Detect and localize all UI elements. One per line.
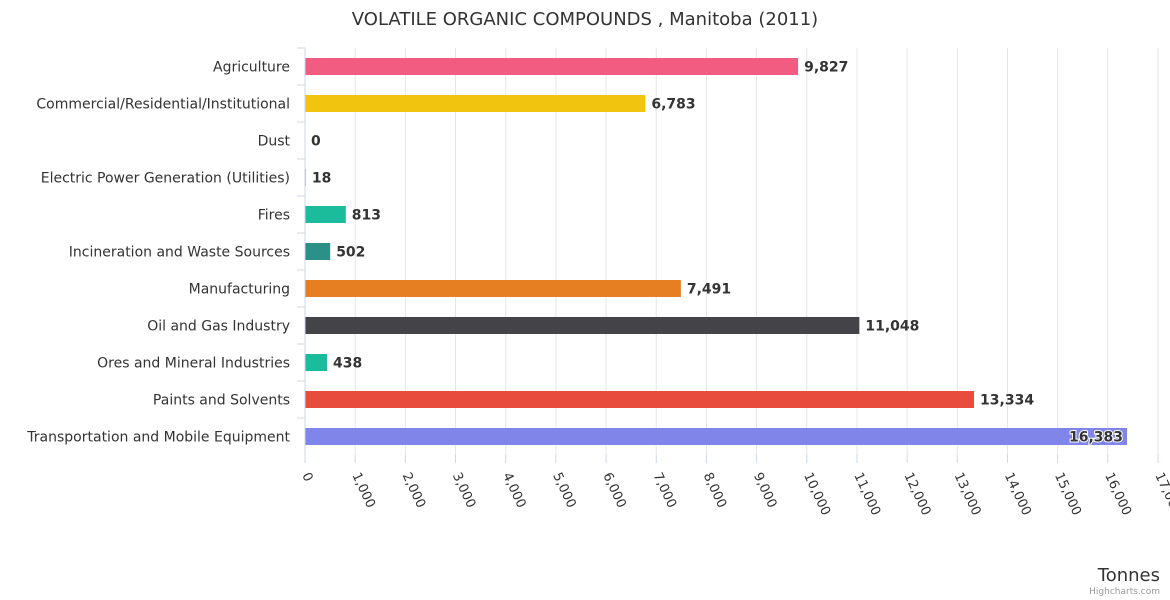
- bar[interactable]: [305, 391, 975, 408]
- x-tick-label: 14,000: [1001, 470, 1034, 518]
- category-label: Manufacturing: [189, 282, 290, 298]
- category-label: Oil and Gas Industry: [147, 319, 290, 335]
- x-tick-label: 16,000: [1101, 470, 1134, 518]
- category-label: Incineration and Waste Sources: [69, 245, 290, 261]
- chart-title: VOLATILE ORGANIC COMPOUNDS , Manitoba (2…: [352, 9, 818, 30]
- data-label: 7,491: [687, 282, 731, 298]
- x-tick-label: 10,000: [800, 470, 833, 518]
- category-label: Transportation and Mobile Equipment: [26, 430, 290, 446]
- x-tick-label: 3,000: [449, 470, 478, 510]
- data-label: 502: [336, 245, 365, 261]
- x-tick-label: 0: [298, 470, 315, 484]
- data-label: 13,334: [980, 393, 1034, 409]
- category-label: Fires: [258, 208, 290, 224]
- x-tick-label: 9,000: [750, 470, 779, 510]
- data-label: 438: [333, 356, 362, 372]
- category-label: Ores and Mineral Industries: [97, 356, 290, 372]
- grid-lines: [304, 48, 1159, 455]
- category-label: Paints and Solvents: [153, 393, 290, 409]
- x-tick-label: 11,000: [850, 470, 883, 518]
- category-label: Commercial/Residential/Institutional: [36, 97, 290, 113]
- x-tick-label: 5,000: [549, 470, 578, 510]
- bar[interactable]: [305, 280, 681, 297]
- data-label: 16,383: [1069, 430, 1123, 446]
- x-tick-label: 6,000: [599, 470, 628, 510]
- category-label: Electric Power Generation (Utilities): [41, 171, 290, 187]
- x-tick-label: 12,000: [900, 470, 933, 518]
- bar[interactable]: [305, 95, 646, 112]
- data-label: 813: [352, 208, 381, 224]
- category-label: Agriculture: [213, 60, 290, 76]
- bars: 9,827 6,783 0 18 813 502 7,491 11,048 438 13,334 1…: [305, 58, 1128, 447]
- data-label: 9,827: [804, 60, 848, 76]
- bar[interactable]: [305, 243, 331, 260]
- x-tick-label: 1,000: [349, 470, 378, 510]
- x-tick-label: 2,000: [399, 470, 428, 510]
- bar[interactable]: [305, 206, 346, 223]
- value-axis-title: Tonnes: [1097, 565, 1160, 586]
- bar[interactable]: [305, 428, 1128, 445]
- category-label: Dust: [258, 134, 291, 150]
- x-tick-label: 17,000: [1151, 470, 1170, 518]
- x-tick-label: 13,000: [951, 470, 984, 518]
- x-tick-label: 4,000: [499, 470, 528, 510]
- category-labels: Agriculture Commercial/Residential/Instit…: [26, 60, 290, 446]
- bar[interactable]: [305, 354, 327, 371]
- data-label: 6,783: [651, 97, 695, 113]
- bar[interactable]: [305, 58, 799, 75]
- data-label: 0: [311, 134, 321, 150]
- x-tick-label: 15,000: [1051, 470, 1084, 518]
- x-tick-label: 8,000: [700, 470, 729, 510]
- bar[interactable]: [305, 317, 860, 334]
- data-label: 11,048: [865, 319, 919, 335]
- credits-link[interactable]: Highcharts.com: [1089, 587, 1160, 597]
- data-label: 18: [312, 171, 331, 187]
- x-tick-label: 7,000: [650, 470, 679, 510]
